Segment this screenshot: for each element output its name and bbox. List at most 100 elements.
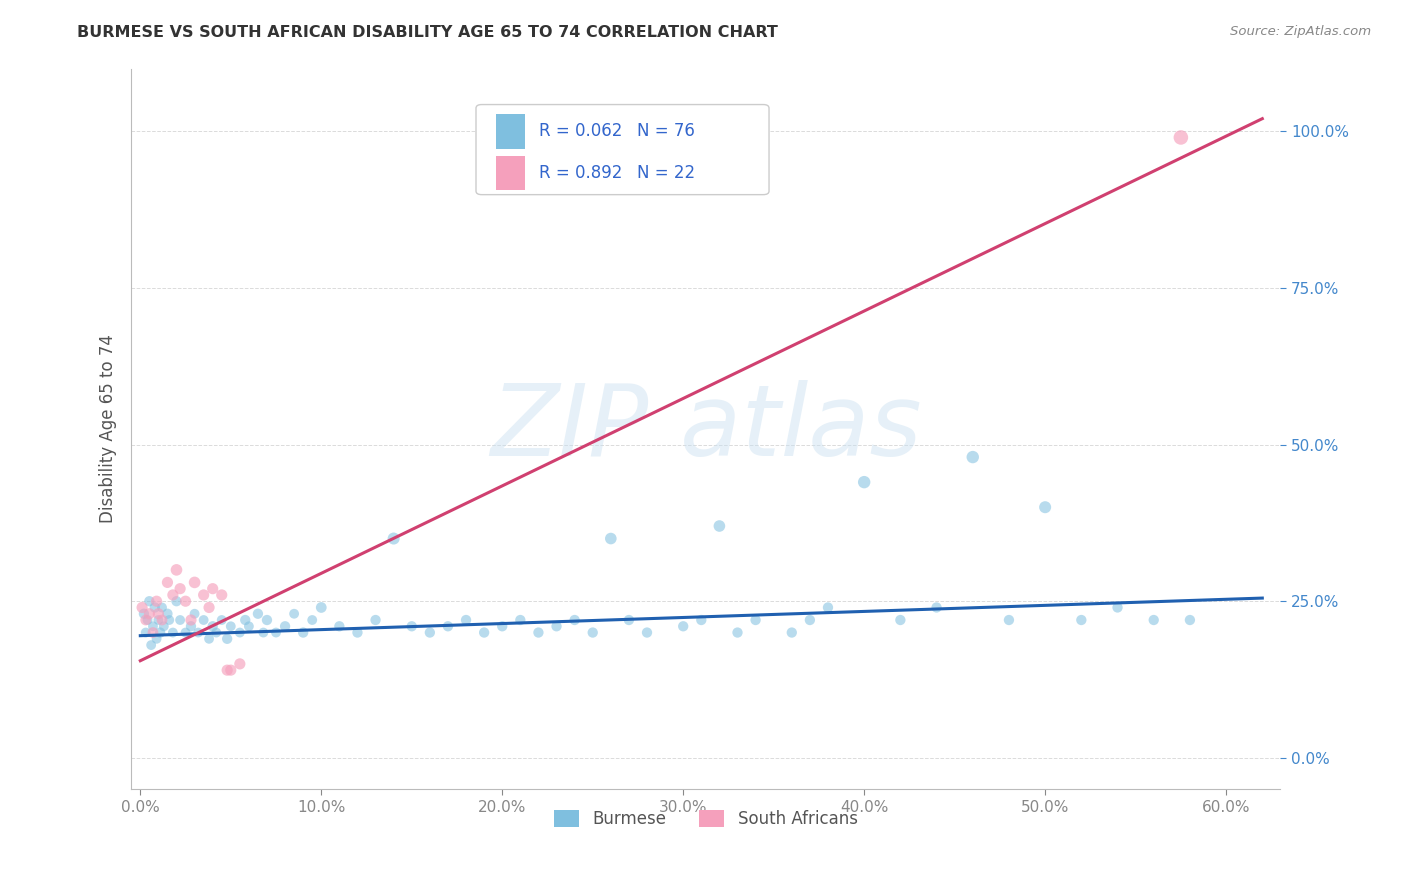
Point <box>672 619 695 633</box>
Point <box>564 613 586 627</box>
Point <box>419 625 441 640</box>
Point <box>238 619 260 633</box>
Point <box>690 613 713 627</box>
Point <box>148 607 170 621</box>
Point <box>252 625 274 640</box>
Legend: Burmese, South Africans: Burmese, South Africans <box>547 804 865 835</box>
Point <box>180 619 202 633</box>
Point <box>472 625 495 640</box>
Point <box>229 625 252 640</box>
Point <box>138 607 160 621</box>
Point <box>454 613 477 627</box>
Point <box>217 632 239 646</box>
Point <box>709 519 731 533</box>
Point <box>799 613 821 627</box>
Text: R = 0.062: R = 0.062 <box>538 122 623 140</box>
Point <box>162 625 184 640</box>
Point <box>229 657 252 671</box>
Point <box>142 625 165 640</box>
Point <box>1070 613 1092 627</box>
Point <box>328 619 350 633</box>
Point <box>780 625 803 640</box>
Text: N = 76: N = 76 <box>637 122 695 140</box>
Point <box>233 613 256 627</box>
Point <box>169 613 191 627</box>
Point <box>162 588 184 602</box>
Point <box>998 613 1021 627</box>
Point <box>193 588 215 602</box>
Point <box>205 625 228 640</box>
Point <box>346 625 368 640</box>
Point <box>153 619 176 633</box>
Point <box>264 625 287 640</box>
Point <box>135 625 157 640</box>
Point <box>166 563 188 577</box>
Point <box>889 613 911 627</box>
Point <box>274 619 297 633</box>
Point <box>1107 600 1129 615</box>
FancyBboxPatch shape <box>495 114 526 149</box>
Point <box>132 607 155 621</box>
Point <box>157 613 180 627</box>
Point <box>256 613 278 627</box>
Point <box>219 619 242 633</box>
Point <box>217 663 239 677</box>
Point <box>169 582 191 596</box>
Point <box>156 575 179 590</box>
Point <box>853 475 876 490</box>
Point <box>582 625 605 640</box>
Point <box>382 532 405 546</box>
Text: ZIP atlas: ZIP atlas <box>491 380 922 477</box>
Point <box>156 607 179 621</box>
Point <box>211 588 233 602</box>
Point <box>546 619 568 633</box>
Text: BURMESE VS SOUTH AFRICAN DISABILITY AGE 65 TO 74 CORRELATION CHART: BURMESE VS SOUTH AFRICAN DISABILITY AGE … <box>77 25 778 40</box>
Point <box>143 600 166 615</box>
Point <box>201 619 224 633</box>
Point <box>198 632 221 646</box>
Point <box>142 619 165 633</box>
Point <box>727 625 749 640</box>
Point <box>219 663 242 677</box>
Point <box>527 625 550 640</box>
Point <box>193 613 215 627</box>
Point <box>149 625 172 640</box>
Point <box>925 600 948 615</box>
Point <box>364 613 387 627</box>
Point <box>962 450 984 464</box>
Point <box>201 582 224 596</box>
Point <box>131 600 153 615</box>
Point <box>136 613 159 627</box>
Point <box>183 607 205 621</box>
Point <box>148 613 170 627</box>
Point <box>211 613 233 627</box>
Point <box>401 619 423 633</box>
Point <box>135 613 157 627</box>
Point <box>292 625 315 640</box>
Point <box>187 625 209 640</box>
Point <box>180 613 202 627</box>
FancyBboxPatch shape <box>477 104 769 194</box>
Text: R = 0.892: R = 0.892 <box>538 164 623 182</box>
FancyBboxPatch shape <box>495 155 526 190</box>
Point <box>246 607 269 621</box>
Point <box>1170 130 1192 145</box>
Text: N = 22: N = 22 <box>637 164 695 182</box>
Point <box>617 613 640 627</box>
Point <box>301 613 323 627</box>
Point <box>744 613 766 627</box>
Point <box>150 613 173 627</box>
Point <box>198 600 221 615</box>
Point <box>145 594 167 608</box>
Y-axis label: Disability Age 65 to 74: Disability Age 65 to 74 <box>100 334 117 524</box>
Point <box>138 594 160 608</box>
Point <box>174 594 197 608</box>
Point <box>1033 500 1056 515</box>
Point <box>1178 613 1201 627</box>
Point <box>166 594 188 608</box>
Point <box>309 600 332 615</box>
Point <box>141 638 163 652</box>
Text: Source: ZipAtlas.com: Source: ZipAtlas.com <box>1230 25 1371 38</box>
Point <box>150 600 173 615</box>
Point <box>636 625 658 640</box>
